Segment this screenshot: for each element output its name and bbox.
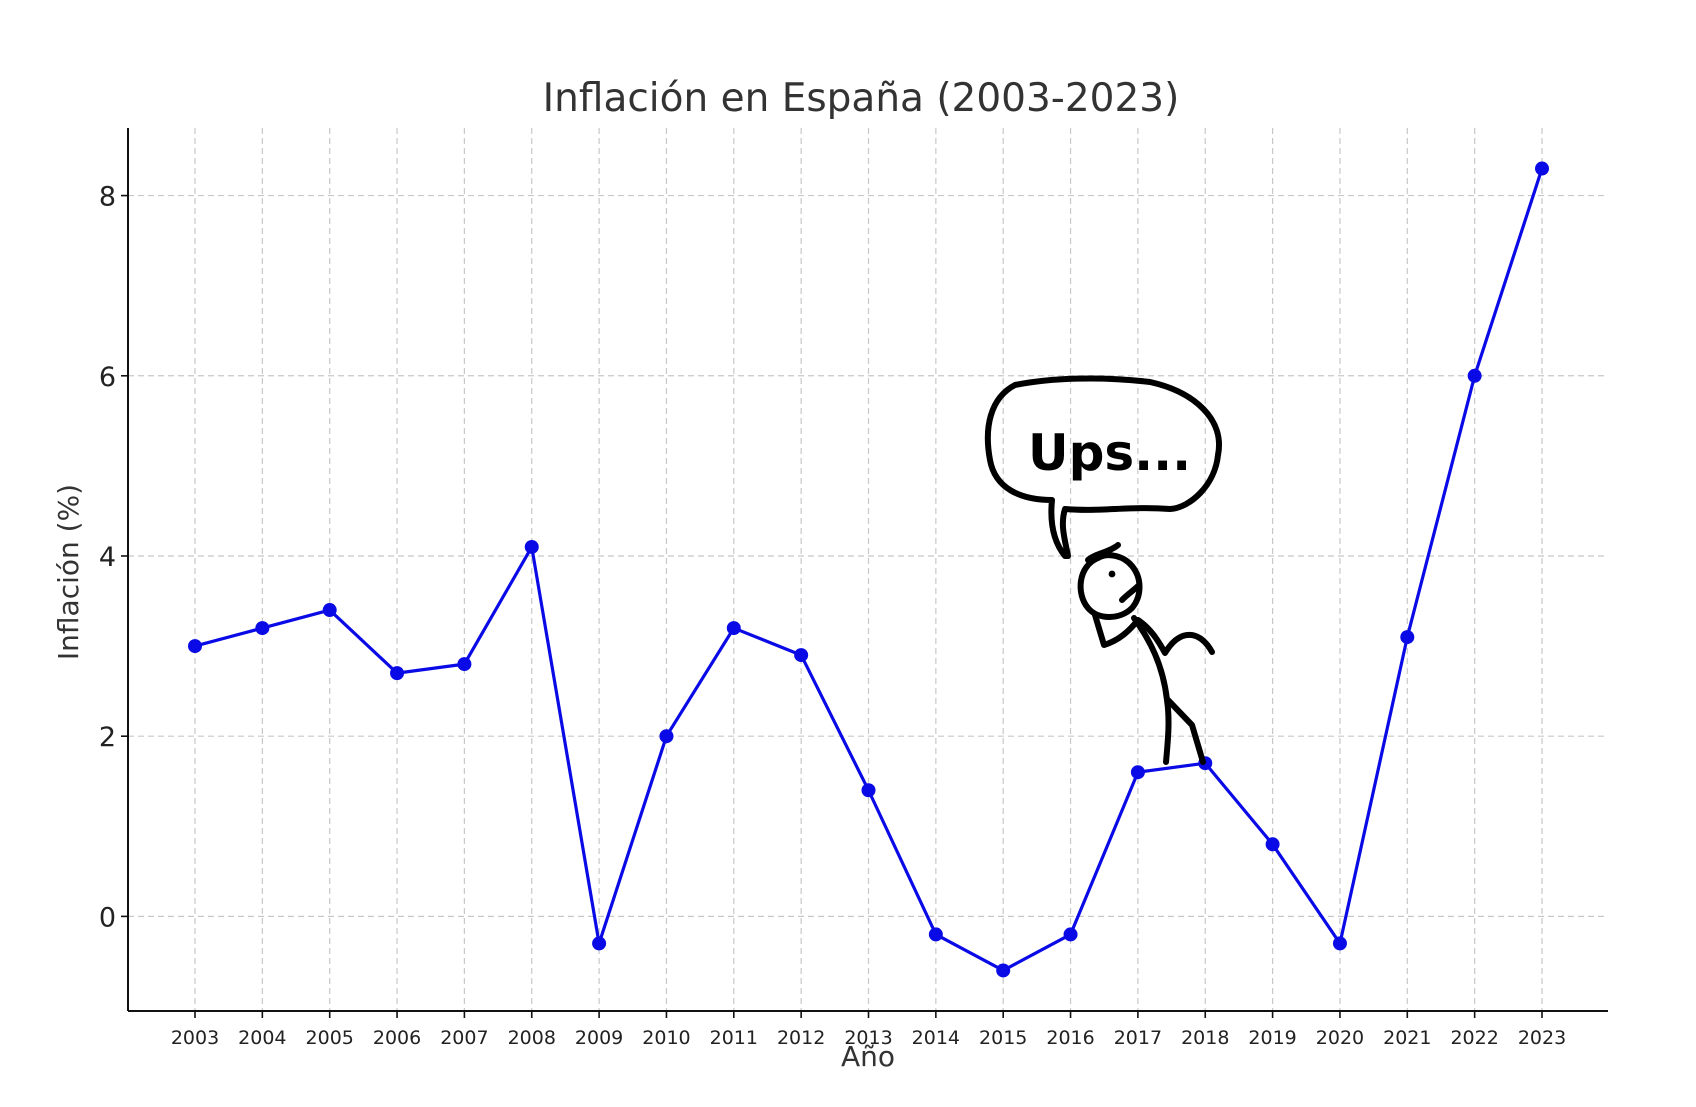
data-point bbox=[928, 927, 943, 942]
x-tick-label: 2022 bbox=[1450, 1027, 1498, 1049]
data-point bbox=[794, 648, 809, 663]
y-tick-label: 2 bbox=[99, 722, 116, 753]
data-point bbox=[1467, 368, 1482, 383]
x-tick-label: 2012 bbox=[777, 1027, 825, 1049]
x-tick-label: 2016 bbox=[1046, 1027, 1094, 1049]
x-tick-label: 2010 bbox=[642, 1027, 690, 1049]
y-tick-label: 8 bbox=[99, 182, 116, 213]
data-point bbox=[659, 729, 674, 744]
x-tick-label: 2015 bbox=[979, 1027, 1027, 1049]
stick-figure-body bbox=[1131, 615, 1172, 765]
x-tick-label: 2013 bbox=[844, 1027, 892, 1049]
x-tick-label: 2014 bbox=[912, 1027, 960, 1049]
data-point bbox=[1265, 837, 1280, 852]
data-point bbox=[1130, 765, 1145, 780]
x-tick-label: 2019 bbox=[1248, 1027, 1296, 1049]
data-point bbox=[726, 621, 741, 636]
data-point bbox=[1332, 936, 1347, 951]
speech-bubble bbox=[984, 375, 1222, 559]
y-tick-label: 0 bbox=[99, 902, 116, 933]
x-tick-label: 2021 bbox=[1383, 1027, 1431, 1049]
x-ticks: 2003 2004 2005 2006 2007 2008 2009 2010 2011 2012… bbox=[171, 1011, 1566, 1049]
x-tick-label: 2008 bbox=[508, 1027, 556, 1049]
x-tick-label: 2020 bbox=[1316, 1027, 1364, 1049]
speech-bubble-text: Ups... bbox=[1028, 424, 1191, 482]
x-tick-label: 2018 bbox=[1181, 1027, 1229, 1049]
x-tick-label: 2011 bbox=[710, 1027, 758, 1049]
x-tick-label: 2006 bbox=[373, 1027, 421, 1049]
data-point bbox=[1400, 630, 1415, 645]
data-point bbox=[524, 539, 539, 554]
stick-figure-leg bbox=[1165, 697, 1206, 765]
x-axis-label: Año bbox=[841, 1040, 895, 1073]
data-point bbox=[390, 666, 405, 681]
data-point bbox=[861, 783, 876, 798]
chart-title: Inflación en España (2003-2023) bbox=[543, 76, 1180, 121]
stick-figure-eye bbox=[1108, 570, 1116, 578]
y-ticks: 0 2 4 6 8 bbox=[99, 182, 128, 933]
stick-figure-arm bbox=[1092, 612, 1215, 656]
data-point bbox=[1063, 927, 1078, 942]
y-axis-label: Inflación (%) bbox=[52, 484, 85, 660]
data-point bbox=[592, 936, 607, 951]
x-tick-label: 2009 bbox=[575, 1027, 623, 1049]
x-tick-label: 2005 bbox=[306, 1027, 354, 1049]
stick-figure-cartoon: Ups... bbox=[984, 375, 1222, 765]
x-tick-label: 2023 bbox=[1518, 1027, 1566, 1049]
y-tick-label: 6 bbox=[99, 362, 116, 393]
data-point bbox=[322, 603, 337, 618]
data-point bbox=[1535, 161, 1549, 176]
data-point bbox=[255, 621, 270, 636]
stick-figure-hand bbox=[1119, 583, 1141, 603]
x-tick-label: 2017 bbox=[1114, 1027, 1162, 1049]
x-tick-label: 2004 bbox=[238, 1027, 286, 1049]
series-group bbox=[188, 161, 1549, 978]
data-point bbox=[457, 657, 472, 672]
grid bbox=[128, 128, 1608, 1011]
x-tick-label: 2007 bbox=[440, 1027, 488, 1049]
data-point bbox=[188, 639, 202, 654]
stick-figure-head bbox=[1077, 552, 1143, 620]
stick-figure-hair bbox=[1085, 542, 1121, 563]
y-tick-label: 4 bbox=[99, 542, 116, 573]
data-point bbox=[996, 963, 1011, 978]
x-tick-label: 2003 bbox=[171, 1027, 219, 1049]
